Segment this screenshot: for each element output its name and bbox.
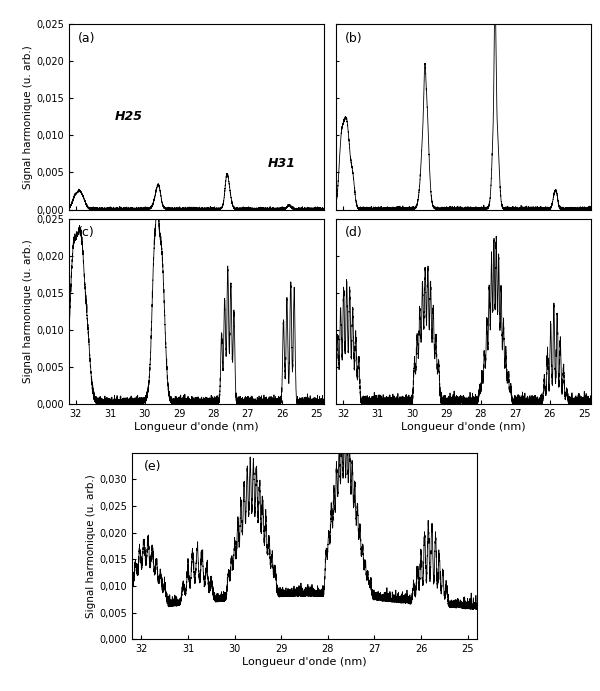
Y-axis label: Signal harmonique (u. arb.): Signal harmonique (u. arb.): [86, 474, 97, 618]
Text: (a): (a): [78, 32, 95, 45]
X-axis label: Longueur d'onde (nm): Longueur d'onde (nm): [401, 422, 526, 432]
Text: (d): (d): [345, 226, 363, 239]
X-axis label: Longueur d'onde (nm): Longueur d'onde (nm): [134, 422, 259, 432]
Text: H31: H31: [268, 157, 296, 170]
Text: (c): (c): [78, 226, 95, 239]
Y-axis label: Signal harmonique (u. arb.): Signal harmonique (u. arb.): [23, 45, 34, 189]
Y-axis label: Signal harmonique (u. arb.): Signal harmonique (u. arb.): [23, 240, 34, 384]
Text: (e): (e): [144, 460, 161, 473]
Text: (b): (b): [345, 32, 363, 45]
Text: H25: H25: [115, 111, 143, 124]
X-axis label: Longueur d'onde (nm): Longueur d'onde (nm): [242, 657, 367, 667]
